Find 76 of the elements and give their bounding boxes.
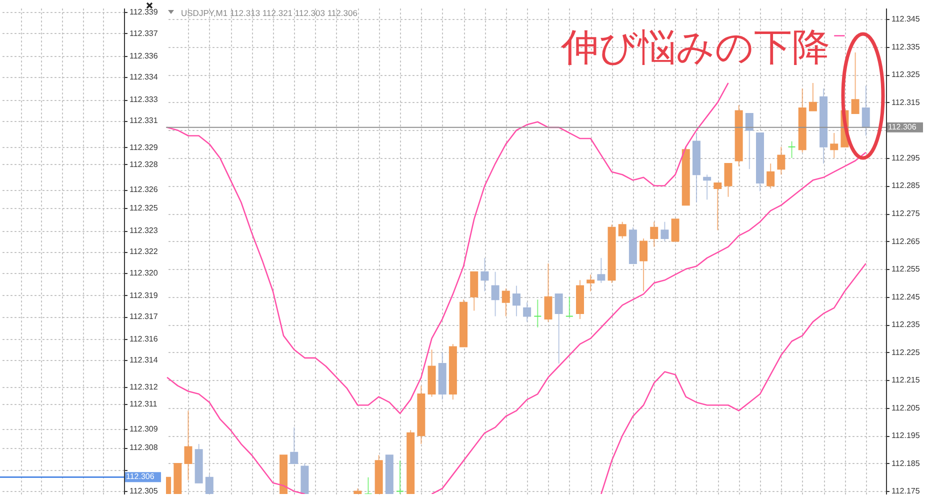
y-tick-label: 112.326 xyxy=(130,185,158,194)
y-tick-label: 112.314 xyxy=(130,356,158,365)
y-tick-label: 112.337 xyxy=(130,28,158,38)
annotation: 伸び悩みの下降 xyxy=(560,25,830,69)
candlestick xyxy=(491,271,500,317)
candlestick xyxy=(597,257,606,284)
candlestick xyxy=(650,221,658,248)
y-tick-label: 112.309 xyxy=(130,424,158,434)
candlestick xyxy=(184,410,192,481)
candlestick xyxy=(544,262,552,322)
candlestick xyxy=(290,426,298,464)
candlestick xyxy=(523,302,532,322)
y-tick-label: 112.345 xyxy=(892,14,920,24)
y-tick-label: 112.205 xyxy=(892,403,920,412)
y-tick-label: 112.316 xyxy=(130,334,158,344)
candlestick xyxy=(586,274,595,292)
candlestick xyxy=(618,221,626,240)
y-tick-label: 112.235 xyxy=(892,320,920,330)
candlestick xyxy=(777,146,786,176)
candlestick xyxy=(808,82,817,112)
candlestick xyxy=(534,299,542,328)
y-tick-label: 112.311 xyxy=(130,399,158,408)
y-tick-label: 112.185 xyxy=(892,458,920,468)
candlestick xyxy=(396,460,404,494)
y-tick-label: 112.305 xyxy=(130,486,158,496)
y-tick-label: 112.322 xyxy=(130,247,158,256)
y-tick-label: 112.175 xyxy=(892,486,920,496)
candlestick xyxy=(512,285,520,317)
line-series xyxy=(600,262,867,494)
y-tick-label: 112.308 xyxy=(130,443,158,452)
candlestick xyxy=(862,85,870,136)
y-tick-label: 112.317 xyxy=(130,312,158,322)
y-tick-label: 112.255 xyxy=(892,264,920,274)
candlestick xyxy=(565,296,574,317)
candlestick xyxy=(703,174,712,200)
candlestick xyxy=(364,476,372,494)
y-tick-label: 112.325 xyxy=(130,204,158,213)
y-tick-label: 112.315 xyxy=(892,98,920,107)
y-tick-label: 112.312 xyxy=(130,382,158,392)
candlestick xyxy=(714,182,722,231)
candlestick xyxy=(502,288,510,317)
y-tick-label: 112.319 xyxy=(130,290,158,300)
y-tick-label: 112.328 xyxy=(130,160,158,169)
y-tick-label: 112.323 xyxy=(130,226,158,236)
y-tick-label: 112.215 xyxy=(892,376,920,385)
candlestick xyxy=(671,218,680,242)
data-label: 112.306 xyxy=(126,472,155,482)
y-tick-label: 112.331 xyxy=(130,116,158,126)
y-tick-label: 112.265 xyxy=(892,236,920,246)
candlestick xyxy=(851,52,860,114)
y-tick-label: 112.339 xyxy=(130,8,158,17)
y-tick-label: 112.225 xyxy=(892,348,920,357)
candlestick xyxy=(554,294,563,364)
y-tick-label: 112.334 xyxy=(130,72,158,82)
candlestick xyxy=(830,132,838,158)
candlestick xyxy=(480,257,489,292)
candlestick xyxy=(640,238,648,292)
candlestick xyxy=(745,113,754,170)
candlestick xyxy=(766,163,775,190)
candlestick xyxy=(724,163,732,198)
y-tick-label: 112.325 xyxy=(892,70,920,80)
y-tick-label: 112.335 xyxy=(892,42,920,52)
y-tick-label: 112.295 xyxy=(892,153,920,162)
y-tick-label: 112.285 xyxy=(892,181,920,190)
y-tick-label: 112.329 xyxy=(130,142,158,152)
chart-title: USDJPY,M1 112.313 112.321 112.303 112.306 xyxy=(181,8,358,18)
y-tick-label: 112.336 xyxy=(130,51,158,60)
y-tick-label: 112.245 xyxy=(892,292,920,302)
y-tick-label: 112.333 xyxy=(130,95,158,104)
ref-line-label: 112.306 xyxy=(888,122,917,132)
candlestick xyxy=(660,221,669,242)
y-tick-label: 112.195 xyxy=(892,431,920,440)
candlestick xyxy=(205,474,214,494)
y-tick-label: 112.320 xyxy=(130,268,158,278)
y-tick-label: 112.275 xyxy=(892,209,920,218)
candlestick xyxy=(788,140,796,158)
